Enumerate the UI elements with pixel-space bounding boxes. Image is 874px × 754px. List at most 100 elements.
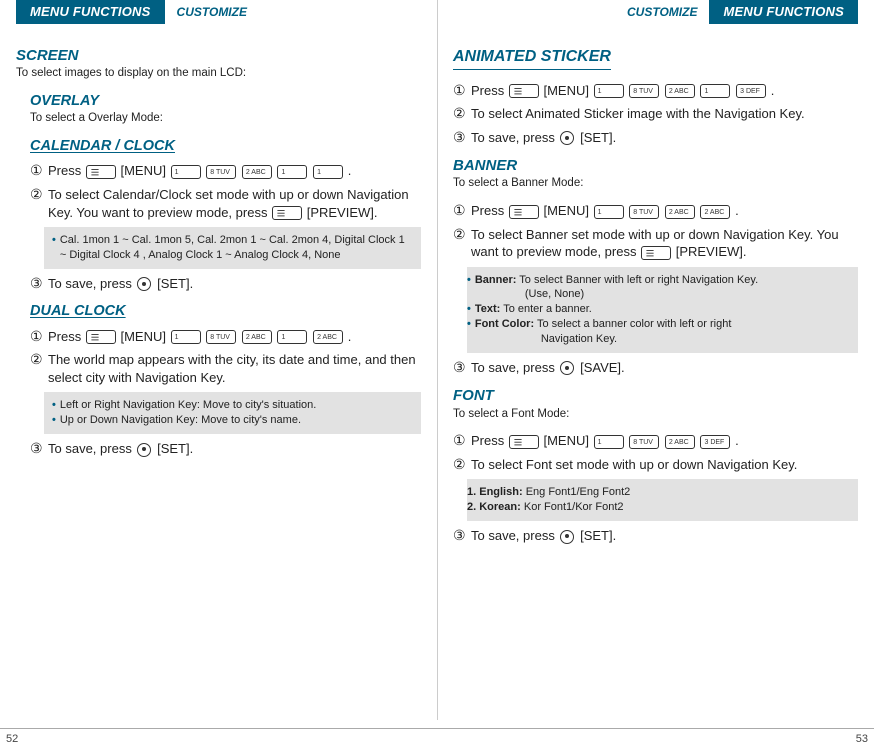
text: Press	[471, 203, 504, 218]
term: 1. English:	[467, 486, 523, 498]
info-text: Cal. 1mon 1 ~ Cal. 1mon 5, Cal. 2mon 1 ~…	[60, 233, 413, 263]
banner-info: • Banner: To select Banner with left or …	[467, 267, 858, 353]
text: Press	[48, 163, 81, 178]
info-text: Navigation Key.	[475, 332, 850, 347]
text: To save, press	[471, 130, 555, 145]
heading-screen: SCREEN	[16, 46, 421, 66]
numkey: 1	[171, 330, 201, 344]
step-num-1: ①	[453, 82, 471, 99]
calclock-info: • Cal. 1mon 1 ~ Cal. 1mon 5, Cal. 2mon 1…	[44, 227, 421, 269]
text: [SET].	[580, 528, 616, 543]
calclock-step-1: ① Press [MENU] 1 8 TUV 2 ABC 1 1 .	[16, 162, 421, 180]
banner-step-1: ① Press [MENU] 1 8 TUV 2 ABC 2 ABC .	[453, 202, 858, 220]
numkey: 2 ABC	[700, 205, 730, 219]
text: [PREVIEW].	[307, 205, 378, 220]
softkey-icon	[86, 165, 116, 179]
tab-row-right: CUSTOMIZE MENU FUNCTIONS	[453, 0, 858, 24]
banner-step-3: ③ To save, press [SAVE].	[453, 359, 858, 377]
heading-animated-sticker: ANIMATED STICKER	[453, 46, 611, 70]
numkey: 3 DEF	[700, 435, 730, 449]
tab-menu-functions: MENU FUNCTIONS	[16, 0, 165, 24]
key-sequence: 1 8 TUV 2 ABC 1 1	[170, 163, 348, 178]
term: Text:	[475, 303, 500, 315]
tab-customize: CUSTOMIZE	[165, 0, 259, 24]
text: [SET].	[580, 130, 616, 145]
text: To select Animated Sticker image with th…	[471, 105, 858, 123]
text: Press	[471, 433, 504, 448]
calclock-step-2: ② To select Calendar/Clock set mode with…	[16, 186, 421, 221]
step-num-2: ②	[453, 456, 471, 473]
key-sequence: 1 8 TUV 2 ABC 1 3 DEF	[593, 83, 771, 98]
tab-customize: CUSTOMIZE	[615, 0, 709, 24]
text: [PREVIEW].	[676, 244, 747, 259]
bullet-icon: •	[52, 413, 60, 428]
font-step-2: ② To select Font set mode with up or dow…	[453, 456, 858, 474]
overlay-desc: To select a Overlay Mode:	[16, 111, 421, 127]
dual-info: • Left or Right Navigation Key: Move to …	[44, 392, 421, 434]
text: Press	[471, 83, 504, 98]
step-num-2: ②	[453, 105, 471, 122]
dual-step-3: ③ To save, press [SET].	[16, 440, 421, 458]
bullet-icon: •	[52, 398, 60, 413]
numkey: 1	[277, 165, 307, 179]
numkey: 8 TUV	[206, 330, 236, 344]
numkey: 8 TUV	[629, 84, 659, 98]
text: To save, press	[471, 528, 555, 543]
info-text: Left or Right Navigation Key: Move to ci…	[60, 398, 413, 413]
step-num-3: ③	[453, 359, 471, 376]
font-info: 1. English: Eng Font1/Eng Font2 2. Korea…	[467, 479, 858, 521]
text: [MENU]	[120, 329, 166, 344]
tab-row-left: MENU FUNCTIONS CUSTOMIZE	[16, 0, 421, 24]
heading-dual-clock: DUAL CLOCK	[30, 302, 421, 322]
numkey: 1	[313, 165, 343, 179]
page-left: MENU FUNCTIONS CUSTOMIZE SCREEN To selec…	[0, 0, 437, 720]
softkey-icon	[272, 206, 302, 220]
numkey: 2 ABC	[242, 330, 272, 344]
info-text: To select a banner color with left or ri…	[537, 318, 731, 330]
anim-step-3: ③ To save, press [SET].	[453, 129, 858, 147]
key-sequence: 1 8 TUV 2 ABC 2 ABC	[593, 203, 736, 218]
softkey-icon	[509, 435, 539, 449]
tab-menu-functions: MENU FUNCTIONS	[709, 0, 858, 24]
numkey: 8 TUV	[629, 205, 659, 219]
numkey: 2 ABC	[665, 84, 695, 98]
font-step-1: ① Press [MENU] 1 8 TUV 2 ABC 3 DEF .	[453, 432, 858, 450]
softkey-icon	[641, 246, 671, 260]
page-number-left: 52	[6, 733, 18, 745]
text: [SAVE].	[580, 360, 625, 375]
softkey-icon	[509, 205, 539, 219]
center-key-icon	[560, 361, 574, 375]
screen-desc: To select images to display on the main …	[16, 66, 421, 82]
text: .	[348, 163, 352, 178]
center-key-icon	[560, 530, 574, 544]
numkey: 1	[594, 435, 624, 449]
key-sequence: 1 8 TUV 2 ABC 1 2 ABC	[170, 329, 348, 344]
bullet-icon: •	[467, 317, 475, 347]
banner-desc: To select a Banner Mode:	[453, 176, 858, 192]
font-step-3: ③ To save, press [SET].	[453, 527, 858, 545]
page-right: CUSTOMIZE MENU FUNCTIONS ANIMATED STICKE…	[437, 0, 874, 720]
step-num-1: ①	[453, 202, 471, 219]
text: To save, press	[471, 360, 555, 375]
heading-banner: BANNER	[453, 156, 858, 176]
step-num-2: ②	[30, 186, 48, 203]
numkey: 1	[700, 84, 730, 98]
text: [MENU]	[543, 203, 589, 218]
text: .	[735, 203, 739, 218]
text: To select Font set mode with up or down …	[471, 456, 858, 474]
text: .	[735, 433, 739, 448]
bullet-icon: •	[467, 273, 475, 303]
text: [MENU]	[543, 83, 589, 98]
info-text: (Use, None)	[475, 287, 850, 302]
step-num-1: ①	[30, 162, 48, 179]
step-num-3: ③	[453, 527, 471, 544]
term: Font Color:	[475, 318, 534, 330]
footer: 52 53	[0, 728, 874, 750]
term: Banner:	[475, 274, 517, 286]
text: The world map appears with the city, its…	[48, 351, 421, 386]
banner-step-2: ② To select Banner set mode with up or d…	[453, 226, 858, 261]
text: [SET].	[157, 276, 193, 291]
numkey: 8 TUV	[206, 165, 236, 179]
center-key-icon	[137, 443, 151, 457]
heading-calendar-clock: CALENDAR / CLOCK	[30, 137, 421, 157]
